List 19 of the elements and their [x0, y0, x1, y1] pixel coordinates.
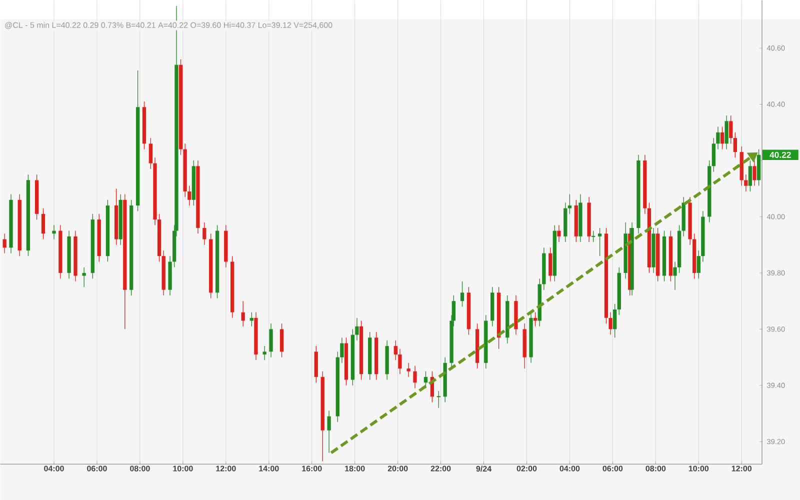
x-tick-label: 12:00	[732, 466, 752, 472]
x-tick-label: 06:00	[602, 466, 623, 472]
x-tick-label: 18:00	[345, 466, 365, 472]
x-tick-label: 10:00	[688, 466, 709, 472]
text: @CL - 5 min L=40.22 0.29 0.73% B=40.21 A=40.22 O=39.60 Hi=40.37 Lo=39.12 V=254,600	[5, 22, 332, 29]
x-tick-label: 04:00	[560, 466, 580, 472]
x-tick-label: 08:00	[646, 466, 666, 472]
x-tick-label: 16:00	[302, 466, 322, 472]
x-tick-label: 10:00	[173, 466, 193, 472]
x-tick-label: 20:00	[388, 466, 408, 472]
x-tick-label: 06:00	[87, 466, 107, 472]
x-tick-label: 04:00	[44, 466, 64, 472]
x-tick-label: 9/24	[476, 466, 492, 472]
x-tick-label: 02:00	[516, 466, 537, 472]
x-tick-label: 12:00	[216, 466, 236, 472]
x-tick-label: 14:00	[259, 466, 279, 472]
x-tick-label: 22:00	[430, 466, 451, 472]
annotation: 40.22	[770, 152, 791, 158]
x-tick-label: 08:00	[130, 466, 150, 472]
